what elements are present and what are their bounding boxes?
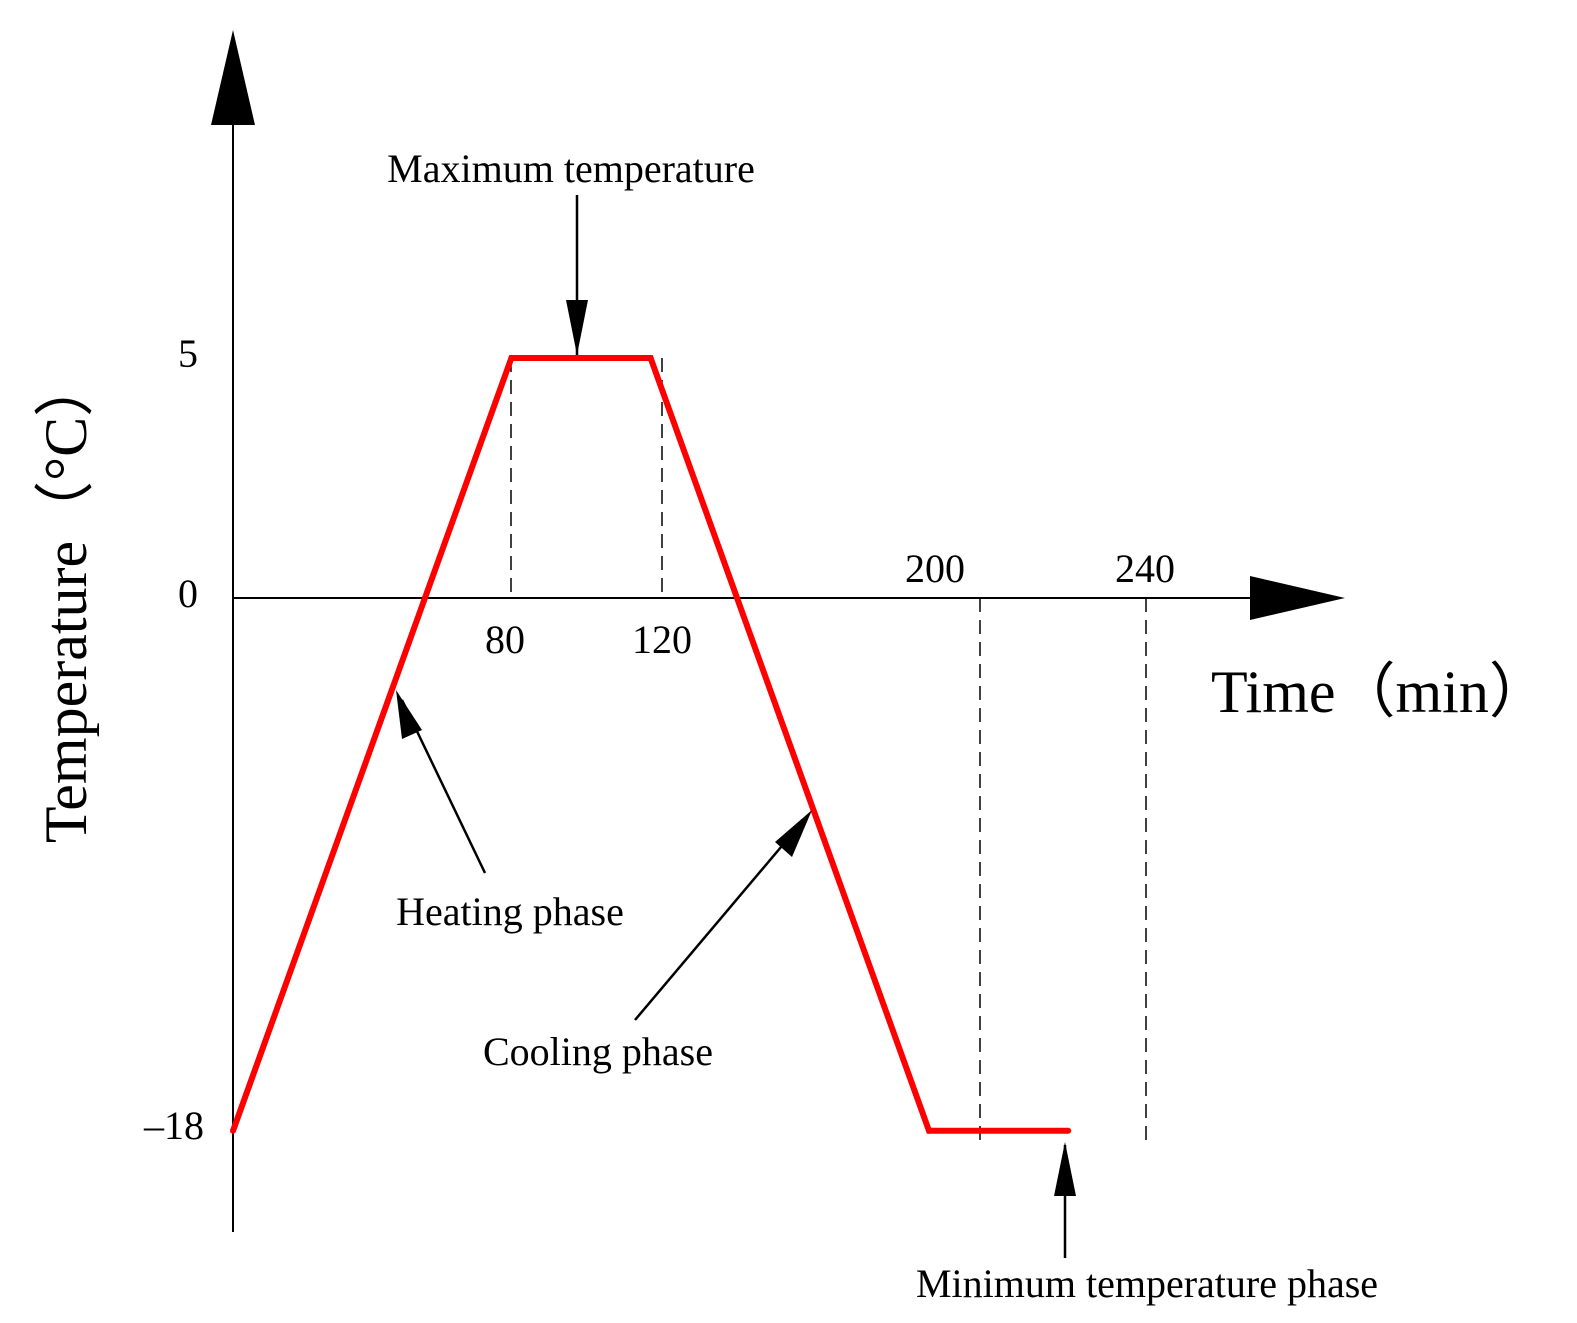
y-axis-title: Temperature（°C）	[33, 357, 99, 843]
max-temp-arrowhead	[566, 300, 588, 355]
series-point-4	[1065, 1127, 1072, 1134]
annotation-maximum-temperature: Maximum temperature	[387, 146, 755, 191]
annotation-heating-phase: Heating phase	[396, 889, 624, 934]
y-tick-label-0: 0	[178, 571, 198, 616]
heating-arrowhead	[396, 690, 422, 739]
cooling-arrow	[634, 814, 809, 1021]
series-point-2	[647, 355, 654, 361]
annotation-cooling-phase: Cooling phase	[483, 1029, 713, 1074]
x-tick-label-80: 80	[485, 617, 525, 662]
series-point-3	[926, 1127, 932, 1134]
min-temp-arrowhead	[1054, 1142, 1076, 1196]
y-axis-arrow	[211, 30, 255, 125]
x-tick-label-120: 120	[632, 617, 692, 662]
x-axis-title: Time（min）	[1211, 659, 1549, 725]
x-tick-label-200: 200	[905, 546, 965, 591]
y-tick-label-minus-18: –18	[143, 1103, 204, 1148]
cooling-arrowhead	[775, 810, 812, 857]
x-axis-arrow	[1250, 576, 1345, 620]
temperature-profile-line	[230, 355, 1069, 1134]
series-point-0	[230, 1127, 236, 1134]
x-tick-label-240: 240	[1115, 546, 1175, 591]
series-point-1	[508, 355, 515, 361]
y-tick-label-5: 5	[178, 331, 198, 376]
annotation-minimum-temperature-phase: Minimum temperature phase	[916, 1261, 1378, 1306]
